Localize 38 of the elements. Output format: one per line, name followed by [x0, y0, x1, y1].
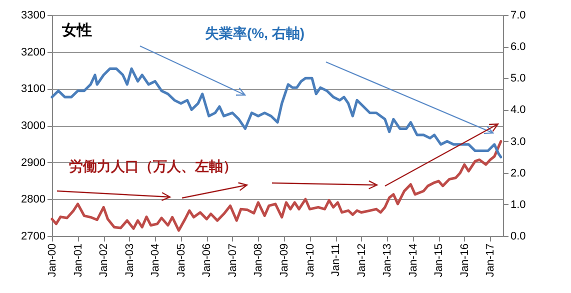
x-tick-label: Jan-11 — [330, 244, 342, 276]
x-tick-label: Jan-00 — [46, 244, 58, 278]
y2-tick-label: 7.0 — [510, 10, 526, 22]
y2-tick-label: 2.0 — [510, 167, 526, 180]
y-tick-label: 2700 — [21, 230, 46, 242]
line-series — [50, 67, 502, 158]
x-tick-label: Jan-17 — [484, 244, 497, 278]
x-tick-label: Jan-01 — [72, 244, 84, 278]
text: 失業率(%, 右軸) — [205, 25, 305, 41]
line-series — [50, 140, 502, 232]
x-tick-label: Jan-12 — [356, 244, 368, 278]
x-tick-label: Jan-15 — [433, 244, 446, 278]
chart-title: 女性 — [61, 22, 92, 39]
y-tick-label: 3300 — [21, 10, 46, 22]
x-tick-label: Jan-10 — [304, 244, 316, 278]
y-tick-label: 2900 — [21, 156, 46, 169]
x-tick-label: Jan-07 — [226, 244, 239, 278]
y2-tick-label: 6.0 — [510, 41, 526, 54]
x-tick-label: Jan-13 — [382, 244, 394, 278]
y-tick-label: 3000 — [21, 120, 46, 132]
x-tick-label: Jan-04 — [150, 244, 162, 278]
y2-tick-label: 1.0 — [510, 198, 526, 211]
y2-tick-label: 5.0 — [510, 72, 526, 85]
x-tick-label: Jan-05 — [175, 244, 188, 278]
y2-tick-label: 3.0 — [510, 136, 526, 148]
y-tick-label: 3100 — [21, 83, 46, 96]
x-tick-label: Jan-14 — [407, 244, 420, 278]
x-tick-label: Jan-09 — [278, 244, 291, 278]
y-tick-label: 2800 — [21, 194, 46, 206]
x-tick-label: Jan-03 — [124, 244, 136, 278]
x-tick-label: Jan-08 — [252, 244, 265, 278]
y2-tick-label: 4.0 — [510, 104, 526, 116]
text: 労働力人口（万人、左軸） — [69, 158, 237, 174]
y2-tick-label: 0.0 — [510, 230, 526, 242]
x-tick-label: Jan-06 — [201, 244, 214, 278]
x-tick-label: Jan-16 — [458, 244, 471, 278]
x-tick-label: Jan-02 — [98, 244, 110, 278]
y-tick-label: 3200 — [21, 46, 46, 58]
